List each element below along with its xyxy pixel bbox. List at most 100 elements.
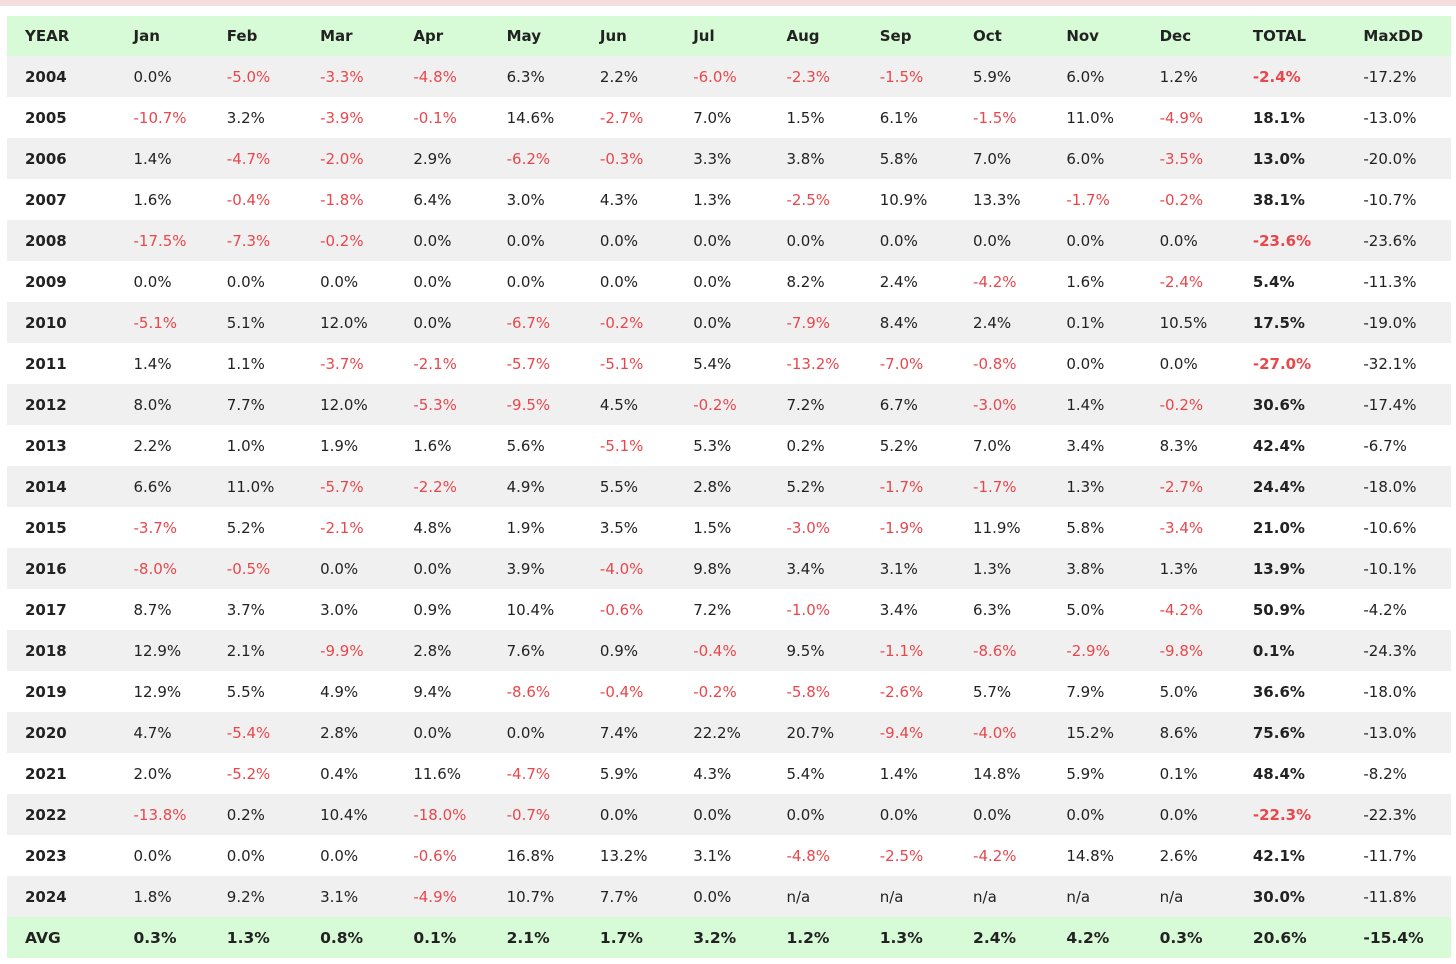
table-row: 2020 4.7% -5.4% 2.8% 0.0% 0.0% 7.4% 22.2% 20.7% -… [7, 712, 1451, 753]
month-return-cell: 14.8% [955, 753, 1049, 794]
avg-value-cell: 3.2% [675, 917, 769, 958]
month-return-cell: -9.5% [488, 384, 582, 425]
avg-value-cell: 20.6% [1234, 917, 1346, 958]
table-row: 2015 -3.7% 5.2% -2.1% 4.8% 1.9% 3.5% 1.5% -3.0% -… [7, 507, 1451, 548]
avg-value-cell: 1.7% [581, 917, 676, 958]
month-return-cell: 11.9% [955, 507, 1049, 548]
month-return-cell: 3.2% [208, 97, 303, 138]
month-return-cell: -0.6% [581, 589, 676, 630]
month-return-cell: -13.2% [768, 343, 862, 384]
maxdd-cell: -13.0% [1345, 712, 1451, 753]
month-return-cell: -0.6% [395, 835, 489, 876]
month-return-cell: -5.7% [302, 466, 396, 507]
month-return-cell: 1.3% [955, 548, 1049, 589]
table-row: 2006 1.4% -4.7% -2.0% 2.9% -6.2% -0.3% 3.3% 3.8%… [7, 138, 1451, 179]
month-return-cell: 0.0% [861, 220, 956, 261]
month-return-cell: 4.3% [675, 753, 769, 794]
month-return-cell: -5.3% [395, 384, 489, 425]
month-return-cell: 6.3% [955, 589, 1049, 630]
month-return-cell: -8.0% [115, 548, 209, 589]
maxdd-cell: -10.6% [1345, 507, 1451, 548]
month-return-cell: 15.2% [1048, 712, 1142, 753]
total-cell: 13.0% [1234, 138, 1346, 179]
total-cell: -27.0% [1234, 343, 1346, 384]
table-row: 2005 -10.7% 3.2% -3.9% -0.1% 14.6% -2.7% 7.0% 1.… [7, 97, 1451, 138]
month-return-cell: -4.7% [488, 753, 582, 794]
year-cell: 2007 [7, 179, 116, 220]
month-return-cell: 1.9% [302, 425, 396, 466]
month-return-cell: 3.1% [675, 835, 769, 876]
month-return-cell: 0.0% [675, 794, 769, 835]
month-return-cell: -2.3% [768, 56, 862, 97]
column-header-dec: Dec [1141, 16, 1235, 56]
table-row: 2016 -8.0% -0.5% 0.0% 0.0% 3.9% -4.0% 9.8% 3.4% 3… [7, 548, 1451, 589]
total-cell: 36.6% [1234, 671, 1346, 712]
year-cell: 2014 [7, 466, 116, 507]
month-return-cell: 3.3% [675, 138, 769, 179]
month-return-cell: -2.7% [581, 97, 676, 138]
month-return-cell: 14.8% [1048, 835, 1142, 876]
year-cell: 2005 [7, 97, 116, 138]
total-cell: 75.6% [1234, 712, 1346, 753]
month-return-cell: 3.4% [861, 589, 956, 630]
month-return-cell: 9.5% [768, 630, 862, 671]
column-header-feb: Feb [208, 16, 303, 56]
month-return-cell: -6.0% [675, 56, 769, 97]
month-return-cell: 2.6% [1141, 835, 1235, 876]
month-return-cell: -4.9% [395, 876, 489, 917]
year-cell: 2012 [7, 384, 116, 425]
maxdd-cell: -17.4% [1345, 384, 1451, 425]
month-return-cell: 5.9% [1048, 753, 1142, 794]
month-return-cell: 5.2% [768, 466, 862, 507]
month-return-cell: 0.0% [861, 794, 956, 835]
month-return-cell: 0.0% [581, 220, 676, 261]
month-return-cell: 0.0% [395, 261, 489, 302]
month-return-cell: 3.8% [768, 138, 862, 179]
maxdd-cell: -4.2% [1345, 589, 1451, 630]
month-return-cell: -1.8% [302, 179, 396, 220]
month-return-cell: -3.9% [302, 97, 396, 138]
month-return-cell: -9.4% [861, 712, 956, 753]
total-cell: 42.4% [1234, 425, 1346, 466]
month-return-cell: -3.0% [955, 384, 1049, 425]
year-cell: 2011 [7, 343, 116, 384]
month-return-cell: 5.8% [861, 138, 956, 179]
column-header-may: May [488, 16, 582, 56]
table-row: 2023 0.0% 0.0% 0.0% -0.6% 16.8% 13.2% 3.1% -4.8%… [7, 835, 1451, 876]
month-return-cell: 3.4% [1048, 425, 1142, 466]
month-return-cell: 6.4% [395, 179, 489, 220]
month-return-cell: 5.3% [675, 425, 769, 466]
month-return-cell: -2.9% [1048, 630, 1142, 671]
month-return-cell: 13.3% [955, 179, 1049, 220]
month-return-cell: 8.4% [861, 302, 956, 343]
month-return-cell: -3.3% [302, 56, 396, 97]
month-return-cell: 2.0% [115, 753, 209, 794]
total-cell: 38.1% [1234, 179, 1346, 220]
month-return-cell: -13.8% [115, 794, 209, 835]
month-return-cell: -0.2% [1141, 384, 1235, 425]
column-header-year: YEAR [7, 16, 116, 56]
table-row: 2010 -5.1% 5.1% 12.0% 0.0% -6.7% -0.2% 0.0% -7.9… [7, 302, 1451, 343]
month-return-cell: 4.9% [488, 466, 582, 507]
month-return-cell: -0.2% [675, 671, 769, 712]
month-return-cell: -2.4% [1141, 261, 1235, 302]
month-return-cell: -5.1% [581, 425, 676, 466]
avg-value-cell: 0.3% [1141, 917, 1235, 958]
month-return-cell: -1.5% [955, 97, 1049, 138]
total-cell: 17.5% [1234, 302, 1346, 343]
month-return-cell: 6.3% [488, 56, 582, 97]
month-return-cell: 1.2% [1141, 56, 1235, 97]
table-row: 2009 0.0% 0.0% 0.0% 0.0% 0.0% 0.0% 0.0% 8.2% 2.4%… [7, 261, 1451, 302]
month-return-cell: 0.0% [208, 261, 303, 302]
month-return-cell: 12.0% [302, 302, 396, 343]
month-return-cell: 3.0% [302, 589, 396, 630]
monthly-returns-table: YEAR Jan Feb Mar Apr May Jun Jul Aug Sep Oct Nov Dec… [7, 16, 1451, 958]
total-cell: 30.0% [1234, 876, 1346, 917]
month-return-cell: 5.8% [1048, 507, 1142, 548]
table-row: 2019 12.9% 5.5% 4.9% 9.4% -8.6% -0.4% -0.2% -5.8… [7, 671, 1451, 712]
avg-value-cell: -15.4% [1345, 917, 1451, 958]
year-cell: 2022 [7, 794, 116, 835]
month-return-cell: 10.4% [302, 794, 396, 835]
year-cell: 2019 [7, 671, 116, 712]
avg-value-cell: 1.3% [861, 917, 956, 958]
